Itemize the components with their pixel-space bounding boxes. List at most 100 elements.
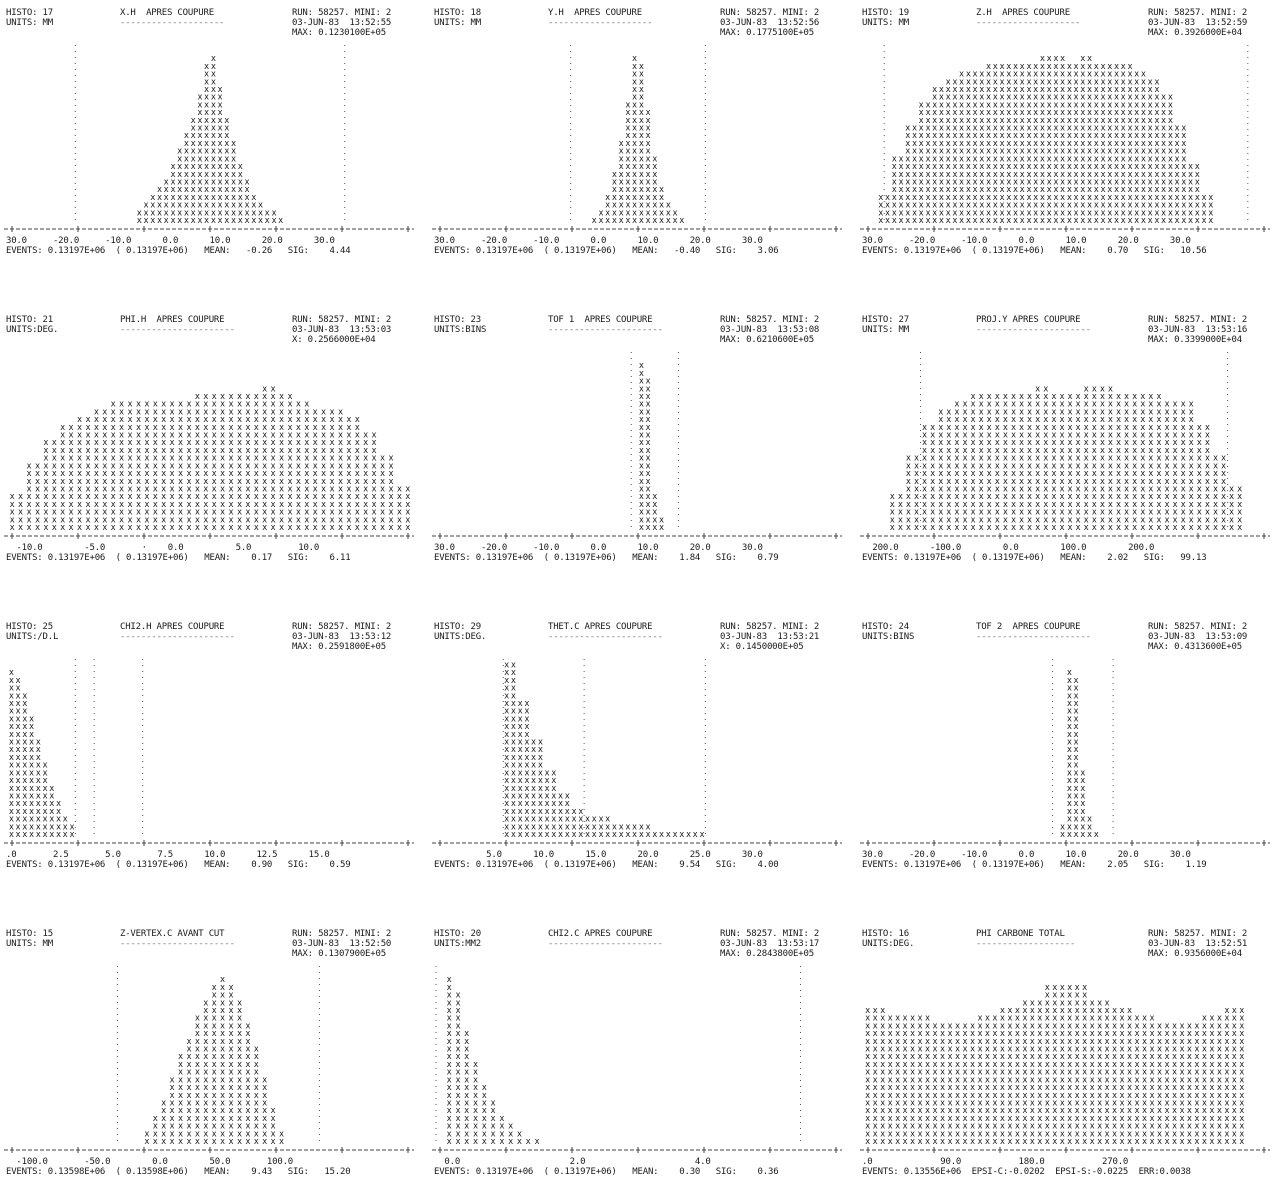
bar-glyph: x: [1154, 147, 1159, 157]
bar-glyph: x: [639, 423, 644, 433]
bar-glyph: x: [1172, 1060, 1177, 1070]
bar-glyph: x: [195, 523, 200, 533]
bar-glyph: x: [1127, 170, 1132, 180]
bar-glyph: x: [1116, 438, 1121, 448]
bar-glyph: x: [625, 830, 630, 840]
bar-glyph: x: [9, 830, 14, 840]
bar-glyph: x: [43, 485, 48, 495]
bar-glyph: x: [262, 1114, 267, 1124]
bar-glyph: x: [203, 1021, 208, 1031]
bar-glyph: x: [531, 822, 536, 832]
bar-glyph: x: [220, 1137, 225, 1147]
bar-glyph: x: [652, 154, 657, 164]
bar-glyph: x: [1067, 676, 1072, 686]
bar-glyph: x: [220, 1006, 225, 1016]
bar-glyph: x: [271, 485, 276, 495]
bar-glyph: x: [144, 431, 149, 441]
bar-glyph: x: [1202, 1029, 1207, 1039]
bar-glyph: x: [9, 745, 14, 755]
bar-glyph: x: [1105, 1099, 1110, 1109]
bar-glyph: x: [1124, 400, 1129, 410]
bar-glyph: x: [1075, 1106, 1080, 1116]
events-stats: EVENTS: 0.13197E+06 ( 0.13197E+06) MEAN:…: [862, 860, 1207, 870]
bar-glyph: x: [639, 162, 644, 172]
bar-glyph: x: [447, 1122, 452, 1132]
bar-glyph: x: [1051, 400, 1056, 410]
bar-glyph: x: [355, 431, 360, 441]
bar-glyph: x: [898, 154, 903, 164]
bar-glyph: x: [102, 446, 107, 456]
bar-glyph: x: [1205, 500, 1210, 510]
bar-glyph: x: [625, 124, 630, 134]
histo-title: THET.C APRES COUPURE: [548, 622, 653, 632]
run-info: RUN: 58257. MINI: 2 03-JUN-83 13:53:16 M…: [1148, 315, 1248, 345]
bar-glyph: x: [355, 438, 360, 448]
bar-glyph: x: [329, 477, 334, 487]
bar-glyph: x: [1221, 515, 1226, 525]
bar-glyph: x: [197, 208, 202, 218]
bar-glyph: x: [985, 1106, 990, 1116]
bar-glyph: x: [880, 1037, 885, 1047]
bar-glyph: x: [1006, 193, 1011, 203]
bar-glyph: x: [1173, 454, 1178, 464]
histogram-bar: x xx xx xx xx xx xx xx xx xx xx xx xx xx xx xx xx xx x: [1116, 392, 1129, 533]
bar-glyph: x: [1120, 1075, 1125, 1085]
bar-glyph: x: [388, 477, 393, 487]
bar-glyph: x: [153, 1114, 158, 1124]
bar-glyph: x: [186, 477, 191, 487]
bar-glyph: x: [1019, 515, 1024, 525]
bar-glyph: x: [973, 108, 978, 118]
bar-glyph: x: [1027, 500, 1032, 510]
bar-glyph: x: [646, 438, 651, 448]
bar-glyph: x: [1087, 154, 1092, 164]
bar-glyph: x: [1037, 1060, 1042, 1070]
bar-glyph: x: [1127, 208, 1132, 218]
bar-glyph: x: [646, 485, 651, 495]
bar-glyph: x: [605, 830, 610, 840]
bar-glyph: x: [218, 154, 223, 164]
bar-glyph: x: [191, 124, 196, 134]
bar-glyph: x: [1116, 392, 1121, 402]
bar-glyph: x: [212, 1006, 217, 1016]
bar-glyph: x: [36, 807, 41, 817]
events-stats: EVENTS: 0.13197E+06 ( 0.13197E+06) MEAN:…: [434, 1167, 779, 1177]
bar-glyph: x: [985, 1099, 990, 1109]
bar-glyph: x: [885, 201, 890, 211]
bar-glyph: x: [388, 523, 393, 533]
bar-glyph: x: [1053, 208, 1058, 218]
bar-glyph: x: [979, 70, 984, 80]
bar-glyph: x: [995, 431, 1000, 441]
bar-glyph: x: [1015, 1137, 1020, 1147]
bar-glyph: x: [873, 1075, 878, 1085]
bar-glyph: x: [1094, 100, 1099, 110]
bar-glyph: x: [1094, 208, 1099, 218]
bar-glyph: x: [1121, 154, 1126, 164]
bar-glyph: x: [565, 822, 570, 832]
bar-glyph: x: [1074, 178, 1079, 188]
bar-glyph: x: [1229, 523, 1234, 533]
bar-glyph: x: [119, 415, 124, 425]
bar-glyph: x: [304, 477, 309, 487]
bar-glyph: x: [873, 1129, 878, 1139]
bar-glyph: x: [1087, 193, 1092, 203]
bar-glyph: x: [102, 515, 107, 525]
bar-glyph: x: [1172, 1029, 1177, 1039]
bar-glyph: x: [1026, 201, 1031, 211]
bar-glyph: x: [932, 216, 937, 226]
bar-glyph: x: [212, 446, 217, 456]
bar-glyph: x: [895, 1122, 900, 1132]
bar-glyph: x: [1092, 477, 1097, 487]
bar-glyph: x: [1157, 1068, 1162, 1078]
bar-glyph: x: [625, 170, 630, 180]
bar-glyph: x: [16, 691, 21, 701]
bar-glyph: x: [905, 154, 910, 164]
bar-glyph: x: [1205, 454, 1210, 464]
bar-glyph: x: [632, 85, 637, 95]
bar-glyph: x: [970, 1091, 975, 1101]
bar-glyph: x: [652, 185, 657, 195]
bar-glyph: x: [1076, 477, 1081, 487]
bar-glyph: x: [1094, 830, 1099, 840]
bar-glyph: x: [203, 1029, 208, 1039]
bar-glyph: x: [1232, 1037, 1237, 1047]
bar-glyph: x: [1011, 438, 1016, 448]
